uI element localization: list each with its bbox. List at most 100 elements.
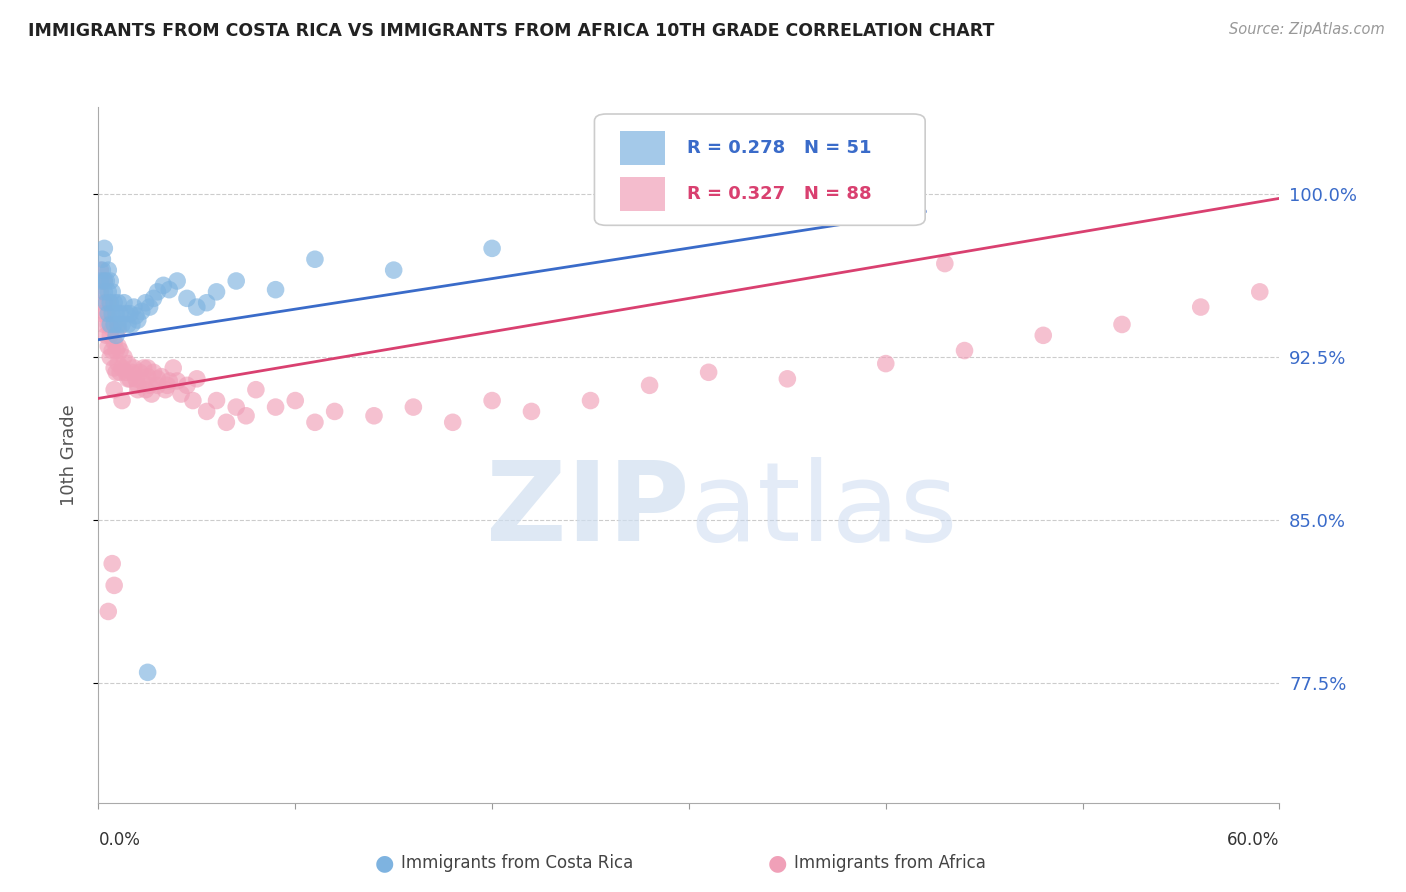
Point bbox=[186, 372, 208, 386]
Point bbox=[97, 318, 120, 332]
Point bbox=[304, 415, 326, 429]
Point bbox=[96, 274, 118, 288]
Point bbox=[176, 291, 198, 305]
Point bbox=[136, 360, 159, 375]
Point bbox=[186, 300, 208, 314]
Point bbox=[152, 278, 174, 293]
Point bbox=[166, 274, 188, 288]
Point bbox=[138, 378, 160, 392]
Point bbox=[481, 393, 503, 408]
Point bbox=[363, 409, 385, 423]
Point bbox=[117, 372, 139, 386]
Point bbox=[93, 295, 115, 310]
Point bbox=[105, 307, 128, 321]
Point bbox=[98, 295, 121, 310]
Point bbox=[215, 415, 238, 429]
Point bbox=[520, 404, 543, 418]
Point bbox=[127, 378, 149, 392]
Point bbox=[118, 307, 141, 321]
Point bbox=[146, 378, 169, 392]
Point bbox=[115, 365, 138, 379]
Point bbox=[835, 209, 858, 223]
Point bbox=[89, 263, 111, 277]
Point bbox=[225, 400, 247, 414]
Point bbox=[97, 263, 120, 277]
Point bbox=[93, 241, 115, 255]
Point bbox=[953, 343, 976, 358]
Point bbox=[166, 374, 188, 388]
Point bbox=[1189, 300, 1212, 314]
Point bbox=[304, 252, 326, 267]
Point bbox=[131, 374, 153, 388]
Point bbox=[98, 350, 121, 364]
Point bbox=[122, 300, 145, 314]
Point bbox=[181, 393, 204, 408]
Point bbox=[101, 285, 124, 299]
Point bbox=[382, 263, 405, 277]
Point bbox=[105, 365, 128, 379]
Point bbox=[89, 274, 111, 288]
Point bbox=[108, 307, 131, 321]
Point bbox=[97, 307, 120, 321]
Point bbox=[157, 374, 180, 388]
Point bbox=[117, 357, 139, 371]
Point bbox=[481, 241, 503, 255]
Point bbox=[103, 360, 125, 375]
Point bbox=[108, 343, 131, 358]
Point bbox=[323, 404, 346, 418]
Point bbox=[91, 263, 114, 277]
Point bbox=[107, 322, 129, 336]
Point bbox=[105, 328, 128, 343]
Point bbox=[225, 274, 247, 288]
Point bbox=[107, 295, 129, 310]
Point bbox=[141, 387, 163, 401]
Point bbox=[101, 307, 124, 321]
Point bbox=[135, 295, 157, 310]
Point bbox=[97, 604, 120, 618]
Point bbox=[176, 378, 198, 392]
Point bbox=[205, 285, 228, 299]
Point bbox=[150, 369, 173, 384]
Point bbox=[264, 283, 287, 297]
FancyBboxPatch shape bbox=[595, 114, 925, 226]
Point bbox=[117, 318, 139, 332]
Point bbox=[155, 383, 177, 397]
Point bbox=[108, 365, 131, 379]
Point bbox=[402, 400, 425, 414]
Point bbox=[96, 307, 118, 321]
Point bbox=[195, 404, 218, 418]
Text: ZIP: ZIP bbox=[485, 457, 689, 564]
Text: Source: ZipAtlas.com: Source: ZipAtlas.com bbox=[1229, 22, 1385, 37]
Point bbox=[1111, 318, 1133, 332]
Point bbox=[111, 360, 134, 375]
Point bbox=[132, 360, 155, 375]
Point bbox=[96, 295, 118, 310]
Point bbox=[122, 360, 145, 375]
Text: R = 0.327   N = 88: R = 0.327 N = 88 bbox=[686, 185, 872, 202]
Point bbox=[89, 285, 111, 299]
Point bbox=[98, 274, 121, 288]
Point bbox=[1249, 285, 1271, 299]
Bar bbox=[620, 178, 665, 211]
Point bbox=[105, 343, 128, 358]
Point bbox=[103, 383, 125, 397]
Point bbox=[127, 383, 149, 397]
Point bbox=[875, 357, 897, 371]
Point bbox=[91, 274, 114, 288]
Point bbox=[112, 295, 135, 310]
Point bbox=[235, 409, 257, 423]
Point bbox=[125, 309, 148, 323]
Text: R = 0.278   N = 51: R = 0.278 N = 51 bbox=[686, 139, 872, 157]
Bar bbox=[620, 131, 665, 165]
Point bbox=[111, 393, 134, 408]
Point bbox=[142, 365, 165, 379]
Point bbox=[127, 313, 149, 327]
Point bbox=[97, 339, 120, 353]
Point bbox=[138, 300, 160, 314]
Point bbox=[441, 415, 464, 429]
Point bbox=[136, 665, 159, 680]
Text: Immigrants from Africa: Immigrants from Africa bbox=[794, 855, 986, 872]
Point bbox=[118, 372, 141, 386]
Point bbox=[93, 285, 115, 299]
Point bbox=[101, 322, 124, 336]
